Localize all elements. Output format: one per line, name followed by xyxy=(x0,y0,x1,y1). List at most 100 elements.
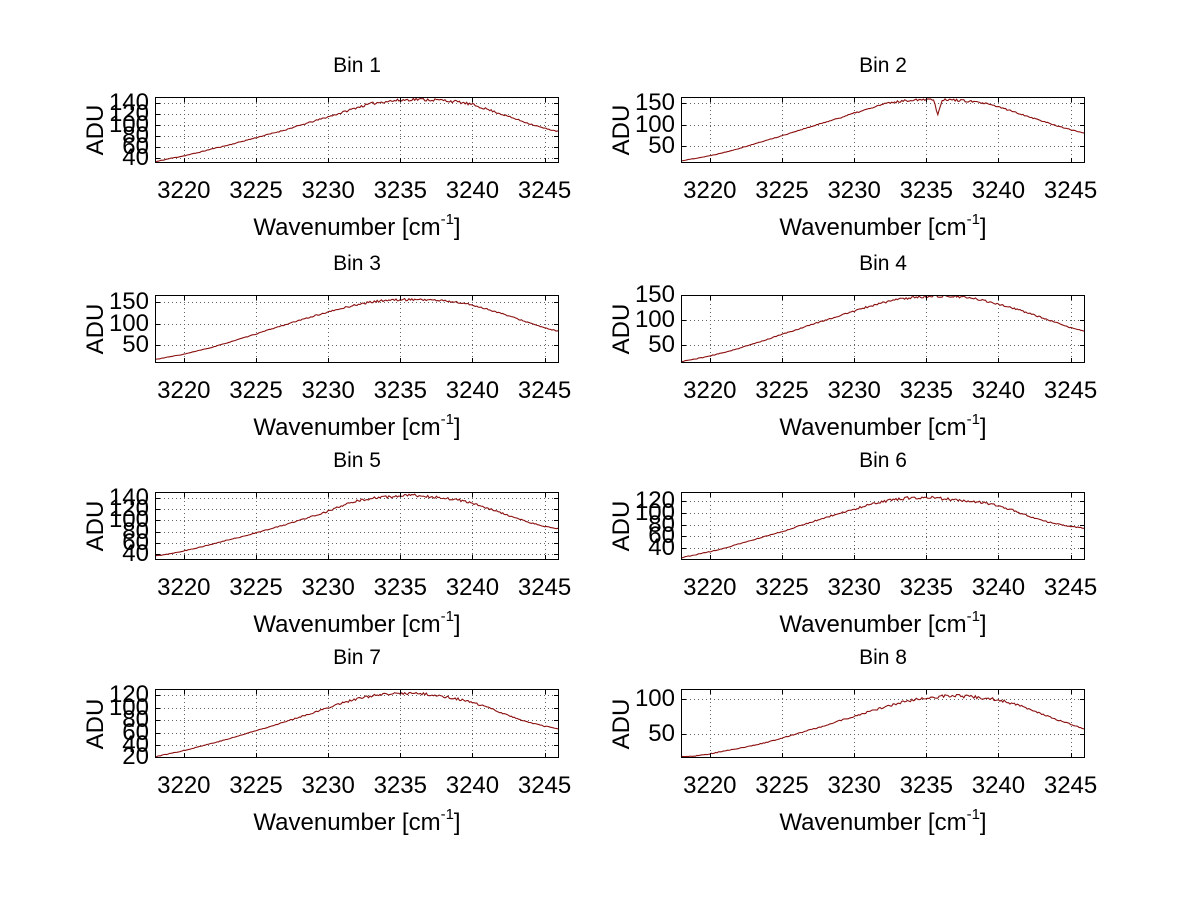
axes-plot-area xyxy=(681,689,1085,758)
x-tick-label: 3240 xyxy=(445,377,500,404)
y-tick-label: 120 xyxy=(108,495,149,522)
x-axis-label-superscript: -1 xyxy=(440,806,454,823)
y-tick-label: 60 xyxy=(122,132,149,160)
x-axis-label-superscript: -1 xyxy=(966,411,980,428)
x-tick-label: 3245 xyxy=(1043,177,1098,204)
axes-box xyxy=(681,97,1085,163)
x-tick-label: 3235 xyxy=(373,177,427,204)
x-tick-label: 3240 xyxy=(445,772,500,799)
x-tick-label: 3235 xyxy=(899,574,953,601)
x-axis-label-base: Wavenumber [cm xyxy=(253,414,441,441)
grid-lines xyxy=(682,295,1084,362)
spectrum-curve xyxy=(681,693,1085,758)
x-tick-label: 3220 xyxy=(157,574,211,601)
y-tick-label: 40 xyxy=(122,730,149,758)
x-tick-label: 3230 xyxy=(827,377,881,404)
y-tick-label: 100 xyxy=(108,309,149,337)
x-tick-label: 3225 xyxy=(755,574,809,601)
axes-plot-area xyxy=(155,97,559,163)
x-axis-label: Wavenumber [cm-1] xyxy=(681,807,1085,836)
spectrum-curve xyxy=(155,691,559,758)
axes-box xyxy=(681,295,1085,363)
x-axis-label-base: Wavenumber [cm xyxy=(779,809,967,836)
y-tick-label: 60 xyxy=(648,522,675,550)
x-axis-label-end: ] xyxy=(453,214,461,241)
x-tick-label: 3235 xyxy=(899,177,953,204)
tick-marks xyxy=(682,295,1084,362)
x-tick-label: 3235 xyxy=(373,574,427,601)
plot-title: Bin 7 xyxy=(333,646,381,669)
grid-lines xyxy=(682,493,1084,559)
grid-lines xyxy=(682,690,1084,757)
x-tick-label: 3240 xyxy=(971,772,1026,799)
y-tick-label: 120 xyxy=(108,681,149,709)
plot-title: Bin 3 xyxy=(333,252,381,275)
tick-marks xyxy=(682,493,1084,559)
x-tick-label: 3240 xyxy=(445,574,500,601)
tick-marks xyxy=(682,98,1084,162)
axes-box xyxy=(155,295,559,363)
x-axis-label-base: Wavenumber [cm xyxy=(779,611,967,638)
x-tick-label: 3245 xyxy=(1043,772,1098,799)
y-tick-label: 100 xyxy=(108,506,149,534)
x-tick-label: 3225 xyxy=(229,377,283,404)
x-tick-label: 3240 xyxy=(971,377,1026,404)
tick-marks xyxy=(682,690,1084,757)
spectrum-curve xyxy=(681,295,1085,363)
x-tick-label: 3230 xyxy=(827,772,881,799)
grid-lines xyxy=(156,296,558,362)
plot-title: Bin 6 xyxy=(859,449,907,472)
y-tick-label: 100 xyxy=(634,498,675,526)
x-axis-label: Wavenumber [cm-1] xyxy=(155,609,559,638)
y-tick-label: 20 xyxy=(122,743,149,771)
y-tick-label: 40 xyxy=(122,143,149,171)
x-axis-label-base: Wavenumber [cm xyxy=(253,214,441,241)
y-tick-label: 40 xyxy=(122,540,149,568)
axes-box xyxy=(155,689,559,758)
x-tick-label: 3245 xyxy=(517,772,572,799)
y-tick-label: 60 xyxy=(122,718,149,746)
x-axis-label: Wavenumber [cm-1] xyxy=(681,609,1085,638)
x-axis-label: Wavenumber [cm-1] xyxy=(681,212,1085,241)
x-axis-label: Wavenumber [cm-1] xyxy=(681,412,1085,441)
x-axis-label-superscript: -1 xyxy=(966,608,980,625)
x-tick-label: 3230 xyxy=(827,177,881,204)
spectrum-curve xyxy=(681,495,1085,559)
x-tick-label: 3230 xyxy=(301,377,355,404)
y-tick-label: 140 xyxy=(108,483,149,511)
grid-lines xyxy=(156,493,558,559)
x-tick-label: 3225 xyxy=(755,177,809,204)
x-tick-label: 3220 xyxy=(157,772,211,799)
tick-marks xyxy=(156,493,558,559)
axes-plot-area xyxy=(681,492,1085,560)
x-axis-label-superscript: -1 xyxy=(966,806,980,823)
x-axis-label: Wavenumber [cm-1] xyxy=(155,212,559,241)
x-tick-label: 3220 xyxy=(157,377,211,404)
axes-plot-area xyxy=(681,97,1085,163)
x-tick-label: 3240 xyxy=(971,574,1026,601)
y-tick-label: 100 xyxy=(634,685,675,713)
x-axis-label-superscript: -1 xyxy=(440,608,454,625)
x-tick-label: 3235 xyxy=(899,377,953,404)
y-tick-label: 100 xyxy=(108,693,149,721)
x-tick-label: 3240 xyxy=(445,177,500,204)
plot-title: Bin 1 xyxy=(333,54,381,77)
x-tick-label: 3225 xyxy=(229,772,283,799)
x-tick-label: 3225 xyxy=(229,177,283,204)
x-tick-label: 3245 xyxy=(517,377,572,404)
y-tick-label: 50 xyxy=(648,719,675,747)
x-axis-label-end: ] xyxy=(979,414,987,441)
x-tick-label: 3220 xyxy=(683,377,737,404)
spectrum-curve xyxy=(155,297,559,360)
y-tick-label: 50 xyxy=(648,131,675,159)
x-axis-label-end: ] xyxy=(453,611,461,638)
axes-plot-area xyxy=(155,295,559,363)
axes-box xyxy=(155,97,559,163)
plot-title: Bin 4 xyxy=(859,252,907,275)
grid-lines xyxy=(682,98,1084,162)
x-axis-label: Wavenumber [cm-1] xyxy=(155,807,559,836)
y-tick-label: 150 xyxy=(634,281,675,308)
x-axis-label-end: ] xyxy=(979,809,987,836)
x-axis-label-base: Wavenumber [cm xyxy=(253,809,441,836)
y-tick-label: 150 xyxy=(634,89,675,117)
